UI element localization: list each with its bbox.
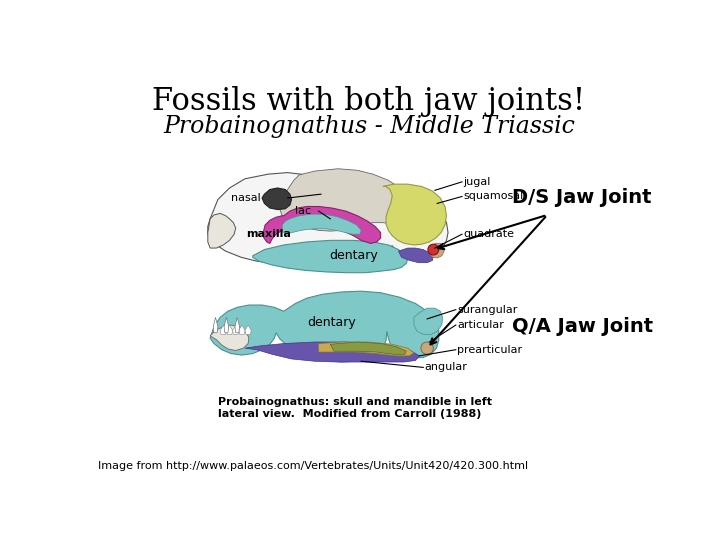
Polygon shape bbox=[429, 244, 444, 258]
Text: squamosal: squamosal bbox=[464, 192, 523, 201]
Polygon shape bbox=[253, 240, 408, 273]
Text: dentary: dentary bbox=[307, 316, 356, 329]
Polygon shape bbox=[210, 291, 438, 362]
Polygon shape bbox=[245, 325, 251, 334]
Polygon shape bbox=[208, 213, 235, 248]
Polygon shape bbox=[224, 318, 229, 333]
Text: quadrate: quadrate bbox=[464, 229, 515, 239]
Text: surangular: surangular bbox=[457, 305, 518, 315]
Polygon shape bbox=[319, 342, 414, 356]
Text: maxilla: maxilla bbox=[246, 229, 291, 239]
Polygon shape bbox=[398, 248, 433, 262]
Polygon shape bbox=[264, 206, 381, 244]
Text: Probainognathus: skull and mandible in left
lateral view.  Modified from Carroll: Probainognathus: skull and mandible in l… bbox=[218, 397, 492, 419]
Polygon shape bbox=[330, 342, 406, 354]
Text: Q/A Jaw Joint: Q/A Jaw Joint bbox=[513, 317, 654, 336]
Polygon shape bbox=[220, 325, 226, 334]
Polygon shape bbox=[226, 325, 233, 334]
Circle shape bbox=[421, 342, 433, 354]
Text: nasal: nasal bbox=[230, 193, 261, 203]
Text: dentary: dentary bbox=[329, 249, 378, 262]
Text: jugal: jugal bbox=[464, 177, 491, 187]
Polygon shape bbox=[213, 318, 218, 333]
Text: articular: articular bbox=[457, 320, 504, 330]
Polygon shape bbox=[239, 325, 245, 334]
Circle shape bbox=[428, 244, 438, 255]
Text: Probainognathus - Middle Triassic: Probainognathus - Middle Triassic bbox=[163, 115, 575, 138]
Polygon shape bbox=[208, 173, 448, 265]
Text: Fossils with both jaw joints!: Fossils with both jaw joints! bbox=[153, 86, 585, 117]
Polygon shape bbox=[383, 184, 446, 245]
Polygon shape bbox=[282, 214, 361, 234]
Polygon shape bbox=[233, 325, 239, 334]
Polygon shape bbox=[262, 188, 292, 210]
Polygon shape bbox=[235, 318, 240, 333]
Polygon shape bbox=[245, 342, 419, 362]
Text: prearticular: prearticular bbox=[457, 345, 523, 355]
Polygon shape bbox=[210, 325, 249, 350]
Polygon shape bbox=[414, 308, 443, 334]
Text: angular: angular bbox=[425, 362, 468, 373]
Text: D/S Jaw Joint: D/S Jaw Joint bbox=[513, 188, 652, 207]
Text: lac: lac bbox=[294, 206, 311, 216]
Polygon shape bbox=[280, 168, 429, 242]
Text: Image from http://www.palaeos.com/Vertebrates/Units/Unit420/420.300.html: Image from http://www.palaeos.com/Verteb… bbox=[98, 461, 528, 471]
